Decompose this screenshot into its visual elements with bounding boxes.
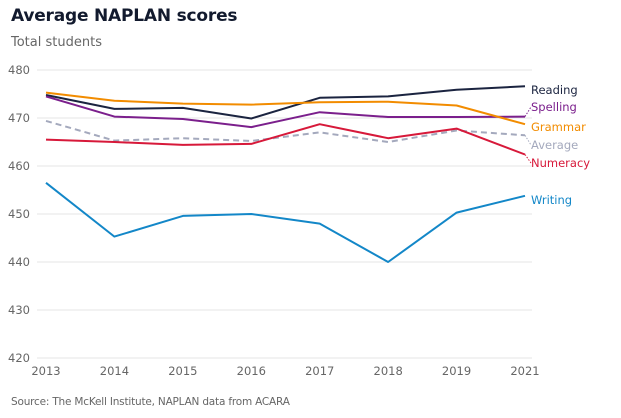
series-line-reading <box>45 85 526 120</box>
y-tick-label: 440 <box>8 255 30 269</box>
x-tick-label: 2015 <box>168 364 197 378</box>
y-tick-label: 480 <box>8 63 30 77</box>
x-tick-label: 2018 <box>374 364 403 378</box>
chart-title: Average NAPLAN scores <box>11 6 238 26</box>
y-tick-label: 450 <box>8 207 30 221</box>
series-labels: Reading Spelling Grammar Average Numeracy Wri… <box>524 83 590 207</box>
gridlines <box>37 69 532 359</box>
y-axis-ticks: 420 430 440 450 460 470 480 <box>8 63 30 365</box>
y-tick-label: 420 <box>8 351 30 365</box>
x-tick-label: 2021 <box>510 364 539 378</box>
x-tick-label: 2013 <box>31 364 60 378</box>
x-tick-label: 2014 <box>100 364 129 378</box>
y-tick-label: 460 <box>8 159 30 173</box>
series-label-grammar: Grammar <box>531 120 586 134</box>
y-tick-label: 470 <box>8 111 30 125</box>
series-label-writing: Writing <box>531 193 572 207</box>
series-line-spelling <box>45 95 526 129</box>
y-tick-label: 430 <box>8 303 30 317</box>
x-axis-ticks: 2013 2014 2015 2016 2017 2018 2019 2021 <box>31 364 539 378</box>
label-connector <box>524 106 532 117</box>
x-tick-label: 2017 <box>305 364 334 378</box>
series-lines <box>45 85 526 263</box>
chart-subtitle: Total students <box>11 35 102 50</box>
source-note: Source: The McKell Institute, NAPLAN dat… <box>11 396 290 408</box>
series-label-average: Average <box>531 138 578 152</box>
x-tick-label: 2016 <box>237 364 266 378</box>
series-label-spelling: Spelling <box>531 100 577 114</box>
x-tick-label: 2019 <box>442 364 471 378</box>
series-line-grammar <box>45 91 526 126</box>
series-line-numeracy <box>45 123 526 156</box>
series-label-reading: Reading <box>531 83 578 97</box>
series-label-numeracy: Numeracy <box>531 156 590 170</box>
series-line-writing <box>45 182 526 263</box>
series-line-average <box>45 119 526 143</box>
label-connector <box>524 135 532 146</box>
